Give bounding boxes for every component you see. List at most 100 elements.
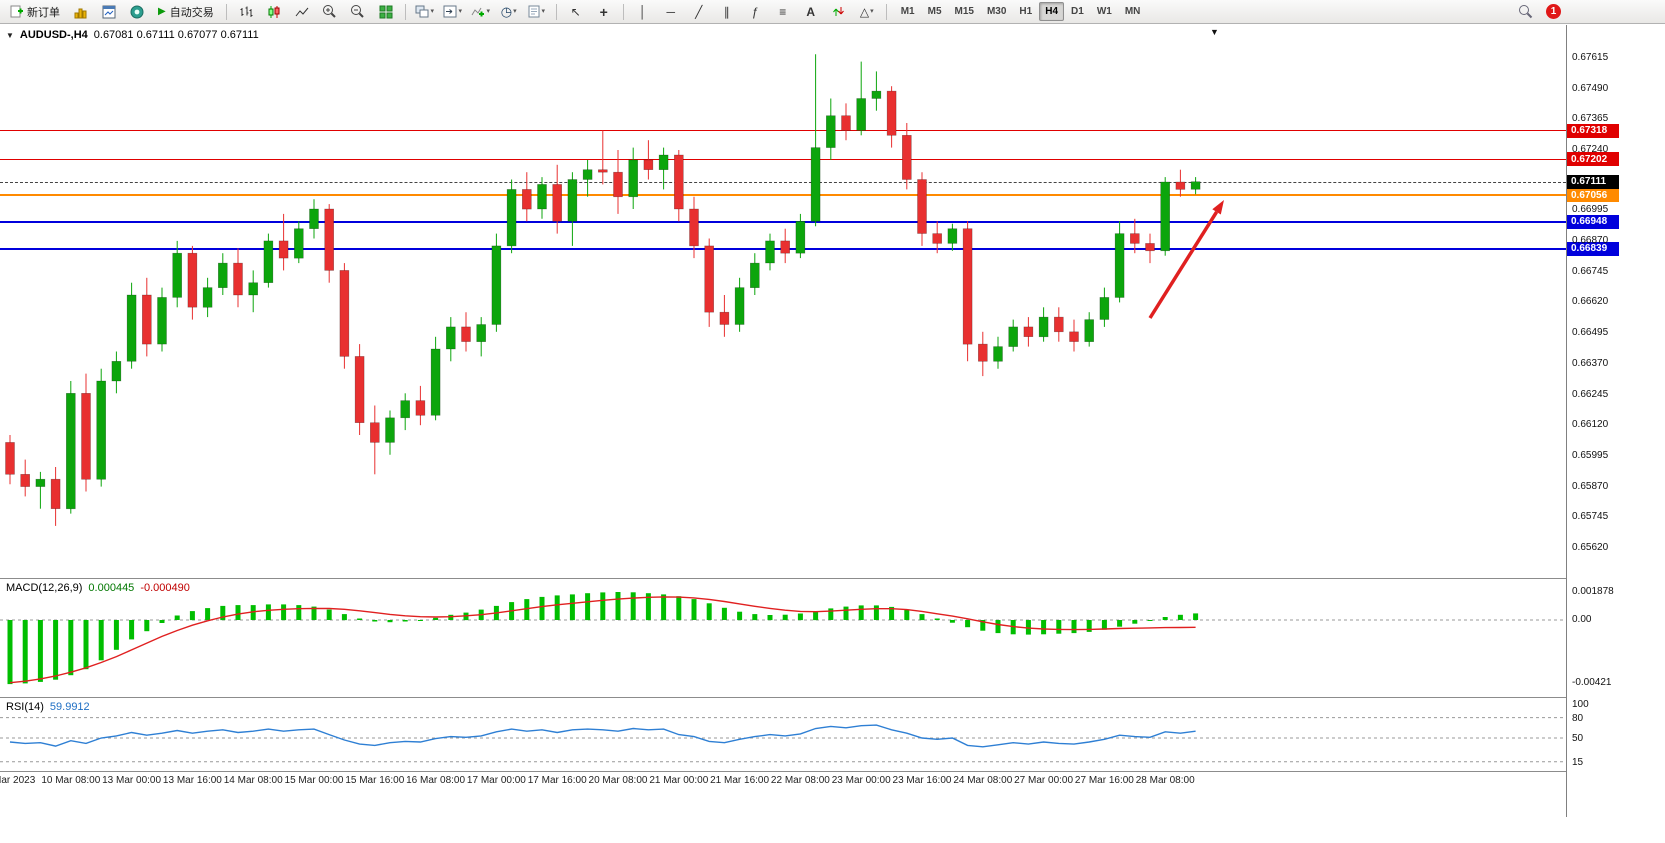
- cursor-tool-button[interactable]: ↖: [563, 1, 589, 23]
- auto-arrange-button[interactable]: ▾: [412, 1, 438, 23]
- autotrade-button[interactable]: ▶ 自动交易: [152, 1, 220, 23]
- channel-icon: ∥: [723, 4, 730, 19]
- time-axis-label: 13 Mar 16:00: [162, 775, 222, 786]
- horizontal-level-line[interactable]: [0, 130, 1566, 132]
- price-axis-label: 0.65995: [1572, 449, 1609, 461]
- timeframe-D1[interactable]: D1: [1071, 6, 1084, 17]
- timeframe-MN[interactable]: MN: [1124, 6, 1141, 17]
- candlestick-icon: [268, 5, 280, 18]
- indicators-icon: [472, 7, 485, 17]
- zoom-in-button[interactable]: [317, 1, 343, 23]
- search-button[interactable]: [1512, 1, 1538, 23]
- text-tool-button[interactable]: A: [798, 1, 824, 23]
- indicators-button[interactable]: ▾: [468, 1, 494, 23]
- time-axis-label: 9 Mar 2023: [0, 775, 36, 786]
- new-order-button[interactable]: 新订单: [4, 1, 66, 23]
- dropdown-caret-icon: ▾: [430, 8, 434, 15]
- auto-arrange-icon: [415, 5, 429, 18]
- cycle-lines-tool-button[interactable]: ≡: [770, 1, 796, 23]
- price-axis-label: 0.66120: [1572, 419, 1609, 431]
- timeframe-M5[interactable]: M5: [927, 6, 942, 17]
- autotrade-label: 自动交易: [169, 6, 214, 19]
- templates-button[interactable]: ▾: [524, 1, 550, 23]
- rsi-pane[interactable]: RSI(14) 59.9912: [0, 698, 1566, 771]
- main-price-pane[interactable]: ▼ AUDUSD-,H4 0.67081 0.67111 0.67077 0.6…: [0, 25, 1566, 578]
- market-watch-button[interactable]: [68, 1, 94, 23]
- crosshair-icon: +: [599, 3, 608, 20]
- shapes-tool-button[interactable]: △ ▾: [854, 1, 880, 23]
- arrows-tool-button[interactable]: [826, 1, 852, 23]
- chart-window-icon: [102, 5, 116, 18]
- timeframe-W1[interactable]: W1: [1096, 6, 1112, 17]
- macd-main-value: 0.000445: [88, 582, 135, 594]
- level-price-label: 0.66948: [1567, 214, 1619, 229]
- candlestick-chart-type-button[interactable]: [261, 1, 287, 23]
- timeframe-toolbar: M1 M5 M15 M30 H1 H4 D1 W1 MN: [895, 2, 1147, 21]
- macd-axis-label: 0.00: [1572, 614, 1592, 625]
- macd-header: MACD(12,26,9) 0.000445 -0.000490: [6, 582, 190, 594]
- time-axis-label: 27 Mar 16:00: [1074, 775, 1134, 786]
- periods-button[interactable]: ◷ ▾: [496, 1, 522, 23]
- level-price-label: 0.67318: [1567, 123, 1619, 138]
- level-price-label: 0.67202: [1567, 152, 1619, 167]
- community-button[interactable]: [124, 1, 150, 23]
- community-icon: [130, 5, 144, 18]
- horizontal-level-line[interactable]: [0, 158, 1566, 160]
- channel-tool-button[interactable]: ∥: [714, 1, 740, 23]
- time-axis-label: 17 Mar 00:00: [466, 775, 526, 786]
- cycle-lines-icon: ≡: [779, 4, 787, 19]
- candlestick-series: [5, 54, 1201, 526]
- data-window-button[interactable]: [96, 1, 122, 23]
- clock-icon: ◷: [500, 4, 513, 19]
- autotrade-play-icon: ▶: [158, 5, 166, 17]
- pane-separator[interactable]: [0, 578, 1665, 579]
- price-axis-label: 0.65620: [1572, 542, 1609, 553]
- time-axis-label: 20 Mar 08:00: [588, 775, 648, 786]
- bar-chart-type-button[interactable]: [233, 1, 259, 23]
- timeframe-M15[interactable]: M15: [954, 6, 974, 17]
- price-axis[interactable]: 0.67318 0.67202 0.67056 0.66948 0.66839 0.671…: [1566, 25, 1665, 817]
- main-toolbar: 新订单 ▶ 自动交易: [0, 0, 1665, 24]
- gold-bars-icon: [74, 8, 87, 18]
- horizontal-line-tool-button[interactable]: ─: [658, 1, 684, 23]
- timeframe-H1[interactable]: H1: [1019, 6, 1033, 17]
- vertical-line-tool-button[interactable]: │: [630, 1, 656, 23]
- timeframe-M30[interactable]: M30: [986, 6, 1007, 17]
- toolbar-separator: [225, 3, 227, 20]
- zoom-out-button[interactable]: [345, 1, 371, 23]
- horizontal-level-line[interactable]: [0, 194, 1566, 197]
- pane-separator[interactable]: [0, 697, 1665, 698]
- notification-badge[interactable]: 1: [1546, 4, 1561, 19]
- rsi-header: RSI(14) 59.9912: [6, 701, 90, 713]
- dropdown-caret-icon: ▾: [458, 8, 462, 15]
- price-axis-label: 0.67615: [1572, 51, 1609, 63]
- time-axis-label: 24 Mar 08:00: [953, 775, 1013, 786]
- trendline-tool-button[interactable]: ╱: [686, 1, 712, 23]
- timeframe-M1[interactable]: M1: [900, 6, 915, 17]
- rsi-value: 59.9912: [49, 701, 90, 713]
- time-axis-label: 14 Mar 08:00: [223, 775, 283, 786]
- rsi-axis-label: 100: [1572, 699, 1589, 710]
- fibonacci-tool-button[interactable]: ƒ: [742, 1, 768, 23]
- timeframe-H4[interactable]: H4: [1039, 2, 1065, 21]
- macd-pane[interactable]: MACD(12,26,9) 0.000445 -0.000490: [0, 579, 1566, 697]
- chart-area: ▼ AUDUSD-,H4 0.67081 0.67111 0.67077 0.6…: [0, 25, 1665, 843]
- pane-separator[interactable]: [0, 771, 1665, 772]
- one-click-trading-expander[interactable]: ▼: [6, 30, 14, 40]
- dropdown-caret-icon: ▾: [870, 8, 874, 15]
- candles-svg[interactable]: [0, 25, 1566, 578]
- trendline-icon: ╱: [695, 4, 703, 19]
- template-icon: [528, 5, 540, 18]
- time-axis-label: 27 Mar 00:00: [1014, 775, 1074, 786]
- horizontal-level-line[interactable]: [0, 220, 1566, 223]
- toolbar-separator: [555, 3, 557, 20]
- chart-shift-button[interactable]: ▾: [440, 1, 466, 23]
- tile-windows-button[interactable]: [373, 1, 399, 23]
- level-price-label: 0.67056: [1567, 188, 1619, 203]
- time-axis-label: 23 Mar 16:00: [892, 775, 952, 786]
- line-chart-type-button[interactable]: [289, 1, 315, 23]
- crosshair-tool-button[interactable]: +: [591, 1, 617, 23]
- chart-shift-marker[interactable]: ▼: [1210, 27, 1219, 37]
